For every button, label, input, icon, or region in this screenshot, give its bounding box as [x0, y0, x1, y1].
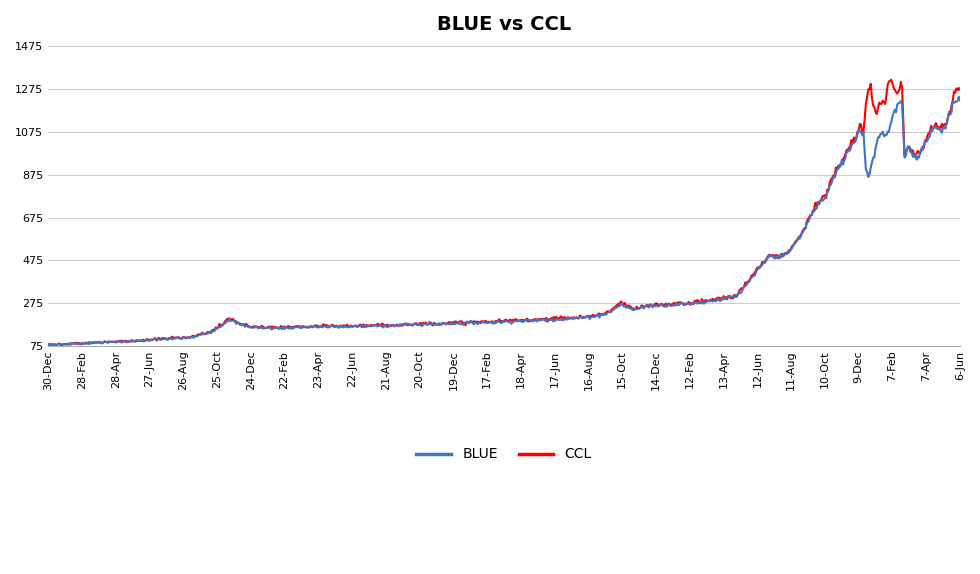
Legend: BLUE, CCL: BLUE, CCL [411, 442, 597, 467]
CCL [607, 306, 618, 313]
BLUE [533, 317, 545, 324]
BLUE [51, 342, 63, 349]
Line: CCL: CCL [48, 80, 960, 345]
Line: BLUE: BLUE [48, 96, 960, 346]
BLUE [608, 306, 619, 313]
BLUE [278, 325, 290, 332]
CCL [277, 324, 289, 331]
BLUE [702, 298, 713, 305]
BLUE [955, 97, 966, 104]
BLUE [42, 340, 54, 347]
CCL [270, 324, 282, 331]
CCL [885, 76, 897, 83]
Title: BLUE vs CCL: BLUE vs CCL [437, 15, 571, 34]
CCL [42, 342, 54, 348]
CCL [532, 316, 544, 323]
BLUE [602, 309, 613, 316]
CCL [601, 308, 612, 315]
CCL [955, 86, 966, 93]
BLUE [953, 93, 964, 100]
BLUE [271, 324, 283, 331]
CCL [701, 297, 712, 304]
